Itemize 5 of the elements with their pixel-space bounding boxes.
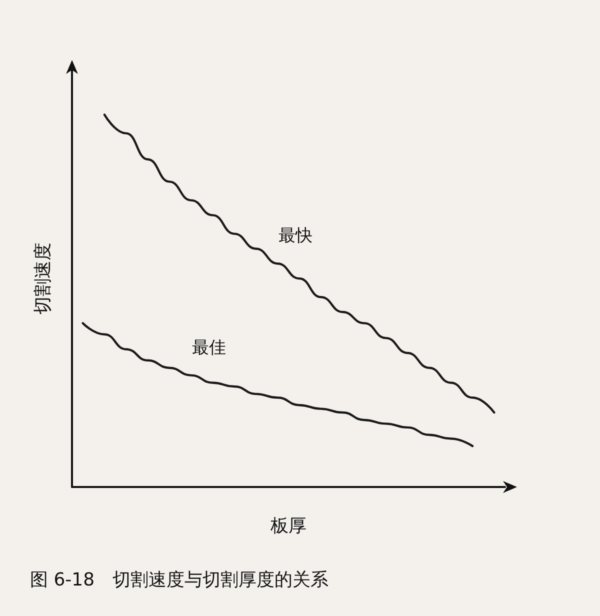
caption: 图 6-18 切割速度与切割厚度的关系 bbox=[30, 570, 329, 590]
series-label: 最快 bbox=[278, 226, 313, 246]
series-label: 最佳 bbox=[192, 338, 226, 358]
x-axis-title: 板厚 bbox=[270, 516, 306, 536]
y-axis-title: 切割速度 bbox=[32, 242, 54, 314]
